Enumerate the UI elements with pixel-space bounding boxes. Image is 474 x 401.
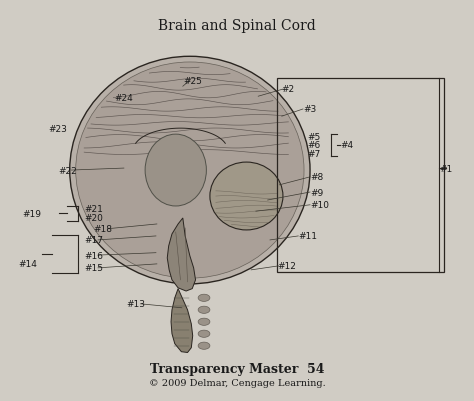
Text: #3: #3 [303,104,316,113]
Bar [277,79,444,272]
Ellipse shape [210,163,283,230]
Text: #17: #17 [84,236,103,245]
Ellipse shape [70,57,310,284]
Text: #6: #6 [308,141,321,150]
Text: #21: #21 [84,205,103,214]
Text: #2: #2 [282,85,295,93]
Ellipse shape [76,63,304,278]
Text: #14: #14 [18,260,37,269]
Polygon shape [167,219,196,291]
Text: Transparency Master  54: Transparency Master 54 [150,362,324,375]
Ellipse shape [198,306,210,314]
Text: Brain and Spinal Cord: Brain and Spinal Cord [158,19,316,33]
Ellipse shape [198,330,210,338]
Text: #5: #5 [308,132,321,141]
Text: #9: #9 [310,188,323,197]
Text: #10: #10 [310,201,329,210]
Text: #13: #13 [126,300,145,308]
Ellipse shape [198,294,210,302]
Text: #16: #16 [84,251,103,260]
Text: #22: #22 [58,166,77,175]
Text: #12: #12 [277,262,296,271]
Text: #24: #24 [115,93,133,102]
Text: #15: #15 [84,264,103,273]
Text: #19: #19 [23,210,42,219]
Text: #20: #20 [84,214,103,223]
Text: #4: #4 [341,141,354,150]
Text: © 2009 Delmar, Cengage Learning.: © 2009 Delmar, Cengage Learning. [149,379,325,387]
Ellipse shape [198,342,210,349]
Text: #8: #8 [310,173,323,182]
Text: #11: #11 [298,232,317,241]
Text: #18: #18 [93,225,112,234]
Text: #7: #7 [308,150,321,159]
Text: #23: #23 [48,124,67,133]
Polygon shape [171,289,193,352]
Text: #25: #25 [183,77,201,85]
Ellipse shape [198,318,210,326]
Ellipse shape [145,135,206,207]
Text: #1: #1 [439,164,453,173]
